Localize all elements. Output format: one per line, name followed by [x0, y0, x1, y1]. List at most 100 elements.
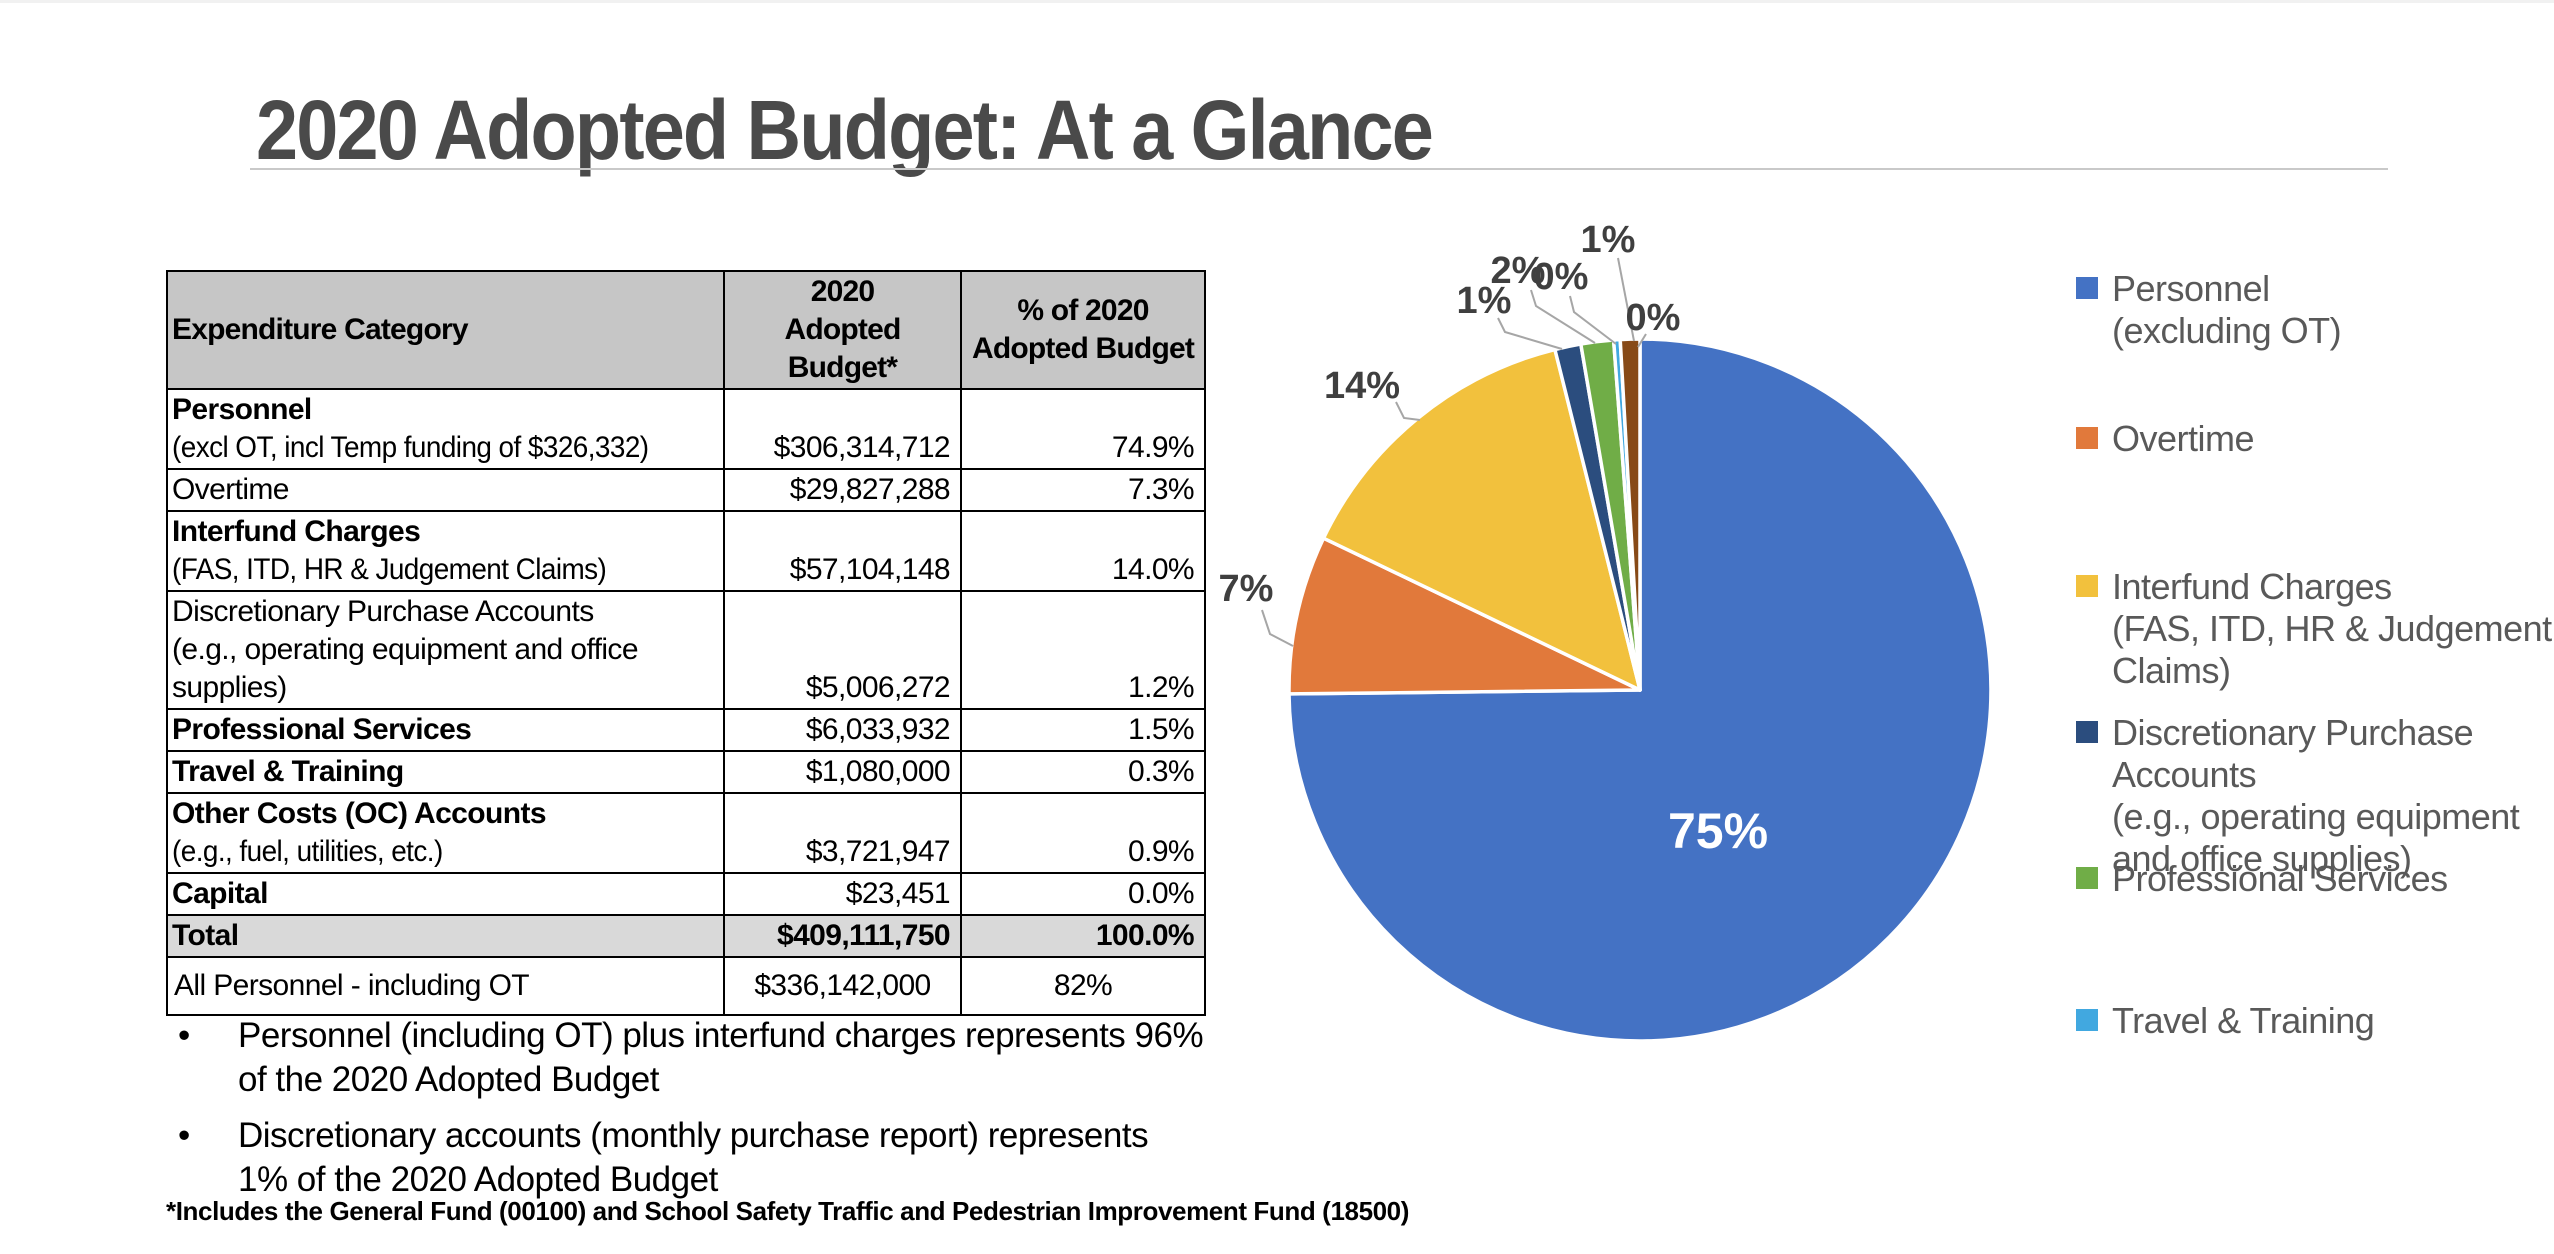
pie-data-label: 2%	[1491, 250, 1546, 292]
row-percent: 74.9%	[960, 388, 1206, 470]
legend-item: Travel & Training	[2076, 1000, 2375, 1042]
row-category-cell: Capital	[166, 872, 725, 916]
row-category: Overtime	[172, 473, 289, 506]
row-budget: $5,006,272	[723, 590, 962, 710]
bullet-list: Personnel (including OT) plus interfund …	[172, 1014, 1292, 1214]
legend-swatch-icon	[2076, 867, 2098, 889]
row-category: Total	[172, 919, 239, 952]
row-percent: 100.0%	[960, 914, 1206, 958]
row-category: Discretionary Purchase Accounts	[172, 595, 594, 628]
row-category-cell: Other Costs (OC) Accounts (e.g., fuel, ut…	[166, 792, 725, 874]
row-percent: 0.3%	[960, 750, 1206, 794]
row-percent: 0.0%	[960, 872, 1206, 916]
summary-row: All Personnel - including OT $336,142,00…	[166, 956, 1206, 1016]
pie-data-label: 1%	[1457, 280, 1512, 322]
summary-budget: $336,142,000	[723, 956, 962, 1016]
row-category-note: (excl OT, incl Temp funding of $326,332)	[172, 431, 649, 464]
row-category: Professional Services	[172, 713, 472, 746]
row-percent: 1.2%	[960, 590, 1206, 710]
bullet-item: Personnel (including OT) plus interfund …	[172, 1014, 1292, 1102]
bullet-item: Discretionary accounts (monthly purchase…	[172, 1114, 1292, 1202]
footnote: *Includes the General Fund (00100) and S…	[166, 1196, 1410, 1226]
pie-data-label: 75%	[1668, 803, 1768, 859]
legend-item: Professional Services	[2076, 858, 2448, 900]
table-row: Discretionary Purchase Accounts (e.g., op…	[166, 590, 1206, 710]
row-category-cell: Travel & Training	[166, 750, 725, 794]
legend-swatch-icon	[2076, 1009, 2098, 1031]
row-budget: $1,080,000	[723, 750, 962, 794]
pie-data-label: 0%	[1626, 297, 1681, 339]
row-budget: $6,033,932	[723, 708, 962, 752]
column-header-percent: % of 2020 Adopted Budget	[960, 270, 1206, 390]
pie-data-label: 1%	[1581, 219, 1636, 261]
table-row: Other Costs (OC) Accounts (e.g., fuel, ut…	[166, 792, 1206, 874]
row-budget: $29,827,288	[723, 468, 962, 512]
legend-item: Overtime	[2076, 418, 2255, 460]
legend-label: Interfund Charges (FAS, ITD, HR & Judgeme…	[2112, 566, 2552, 691]
legend-swatch-icon	[2076, 277, 2098, 299]
label-leader-line	[1395, 401, 1421, 421]
budget-table-header-row: Expenditure Category 2020 Adopted Budget…	[166, 270, 1206, 390]
legend-label: Overtime	[2112, 418, 2255, 459]
table-row: Professional Services $6,033,932 1.5%	[166, 708, 1206, 752]
pie-slice	[1287, 337, 1993, 1043]
row-category-note: (e.g., operating equipment and office su…	[172, 633, 639, 704]
row-budget: $23,451	[723, 872, 962, 916]
row-category-cell: Overtime	[166, 468, 725, 512]
pie-slice	[1321, 347, 1642, 692]
row-category-cell: Personnel (excl OT, incl Temp funding of …	[166, 388, 725, 470]
pie-slice	[1287, 536, 1642, 696]
legend-label: Discretionary Purchase Accounts (e.g., ope…	[2112, 712, 2520, 879]
legend-item: Interfund Charges (FAS, ITD, HR & Judgeme…	[2076, 566, 2552, 692]
pie-slice	[1618, 337, 1642, 692]
row-category-cell: Professional Services	[166, 708, 725, 752]
all-personnel-summary-table: All Personnel - including OT $336,142,00…	[166, 956, 1206, 1016]
pie-data-label: 14%	[1324, 365, 1400, 407]
label-leader-line	[1569, 295, 1617, 345]
legend-swatch-icon	[2076, 721, 2098, 743]
row-budget: $306,314,712	[723, 388, 962, 470]
slide-top-edge	[0, 0, 2554, 3]
row-category-note: (e.g., fuel, utilities, etc.)	[172, 835, 443, 868]
legend-swatch-icon	[2076, 575, 2098, 597]
row-category-cell: Interfund Charges (FAS, ITD, HR & Judgeme…	[166, 510, 725, 592]
row-category-note: (FAS, ITD, HR & Judgement Claims)	[172, 553, 607, 586]
row-percent: 0.9%	[960, 792, 1206, 874]
pie-data-label: 7%	[1219, 568, 1274, 610]
row-category: Personnel	[172, 393, 312, 426]
budget-table: Expenditure Category 2020 Adopted Budget…	[166, 270, 1206, 958]
budget-table-body: Personnel (excl OT, incl Temp funding of …	[166, 388, 1206, 958]
row-budget: $409,111,750	[723, 914, 962, 958]
row-category-cell: Discretionary Purchase Accounts (e.g., op…	[166, 590, 725, 710]
table-row: Interfund Charges (FAS, ITD, HR & Judgeme…	[166, 510, 1206, 592]
column-header-budget: 2020 Adopted Budget*	[723, 270, 962, 390]
row-percent: 7.3%	[960, 468, 1206, 512]
legend-item: Discretionary Purchase Accounts (e.g., ope…	[2076, 712, 2520, 880]
legend-label: Travel & Training	[2112, 1000, 2375, 1041]
legend-item: Personnel (excluding OT)	[2076, 268, 2342, 352]
row-category: Capital	[172, 877, 268, 910]
label-leader-line	[1261, 609, 1294, 647]
summary-label: All Personnel - including OT	[166, 956, 725, 1016]
table-row: Personnel (excl OT, incl Temp funding of …	[166, 388, 1206, 470]
legend-label: Professional Services	[2112, 858, 2448, 899]
row-budget: $3,721,947	[723, 792, 962, 874]
table-row-total: Total $409,111,750 100.0%	[166, 914, 1206, 958]
row-category: Interfund Charges	[172, 515, 421, 548]
legend-swatch-icon	[2076, 427, 2098, 449]
title-divider	[250, 168, 2388, 170]
row-category-cell: Total	[166, 914, 725, 958]
table-row: Travel & Training $1,080,000 0.3%	[166, 750, 1206, 794]
column-header-category: Expenditure Category	[166, 270, 725, 390]
pie-data-label: 0%	[1534, 256, 1589, 298]
row-category: Travel & Training	[172, 755, 404, 788]
table-row: Overtime $29,827,288 7.3%	[166, 468, 1206, 512]
label-leader-line	[1637, 333, 1647, 348]
page-title: 2020 Adopted Budget: At a Glance	[256, 83, 1434, 178]
label-leader-line	[1530, 289, 1596, 344]
legend-label: Personnel (excluding OT)	[2112, 268, 2342, 351]
row-percent: 1.5%	[960, 708, 1206, 752]
row-percent: 14.0%	[960, 510, 1206, 592]
